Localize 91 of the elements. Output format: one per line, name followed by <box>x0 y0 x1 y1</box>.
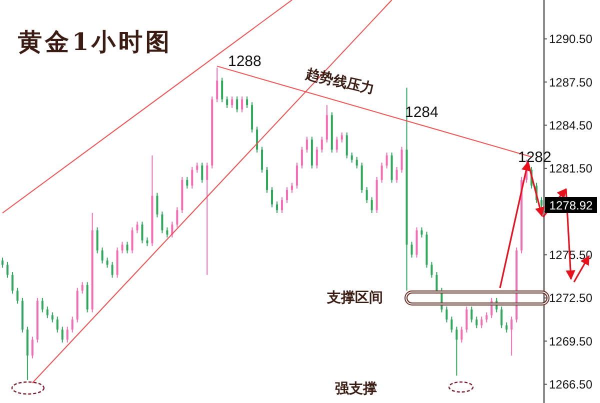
candlestick <box>11 272 14 294</box>
candlestick <box>136 221 138 234</box>
candlestick <box>106 257 108 268</box>
candlestick <box>96 226 98 254</box>
y-tick-label: 1266.50 <box>549 378 593 392</box>
candlestick <box>161 211 164 234</box>
candlestick <box>156 192 158 218</box>
y-tick-label: 1290.50 <box>549 32 593 46</box>
text: 1278.92 <box>549 198 594 212</box>
candlestick <box>370 196 373 214</box>
candlestick <box>246 96 248 108</box>
candlestick <box>176 206 178 228</box>
candlestick <box>430 261 433 278</box>
candlestick <box>51 312 54 323</box>
candlestick <box>446 306 448 323</box>
candlestick <box>456 326 458 376</box>
candlestick <box>61 326 64 344</box>
candlestick <box>101 247 104 264</box>
candlestick <box>350 152 353 164</box>
candlestick <box>111 261 114 278</box>
candlestick <box>226 96 228 108</box>
candlestick <box>81 282 84 294</box>
candlestick <box>396 166 398 184</box>
candlestick <box>126 241 128 254</box>
candlestick <box>466 306 468 333</box>
candlestick <box>6 261 8 278</box>
candlestick <box>131 226 134 254</box>
candlestick <box>280 196 283 214</box>
candlestick <box>286 186 288 204</box>
candlestick <box>276 201 278 214</box>
candlestick <box>290 182 293 194</box>
y-tick-label: 1281.50 <box>549 162 593 176</box>
y-tick-label: 1269.50 <box>549 334 593 348</box>
candlestick <box>121 241 124 254</box>
annotation: 趋势线压力 <box>303 66 376 98</box>
candlestick <box>191 166 194 190</box>
candlestick <box>346 132 348 159</box>
candlestick <box>336 136 338 154</box>
candlestick <box>241 96 244 113</box>
text: 黄金1小时图 <box>18 26 173 58</box>
candlestick <box>66 326 68 344</box>
candlestick <box>31 336 34 359</box>
candlestick <box>500 306 503 329</box>
annotation: 强支撑 <box>335 381 377 397</box>
candlestick <box>340 132 343 143</box>
candlestick <box>221 77 224 103</box>
y-tick-label: 1284.50 <box>549 118 593 132</box>
candlestick <box>470 306 473 323</box>
candlestick <box>46 306 48 319</box>
candlestick <box>266 166 268 194</box>
candlestick <box>141 221 144 244</box>
candlestick <box>356 156 358 169</box>
candlestick <box>410 241 413 258</box>
candlestick <box>380 162 383 184</box>
candlestick <box>236 96 238 113</box>
candlestick <box>56 316 58 333</box>
y-tick-label: 1272.50 <box>549 291 593 306</box>
candlestick <box>316 146 318 169</box>
candlestick <box>16 287 18 304</box>
annotation: 支撑区间 <box>326 290 383 306</box>
candlestick <box>201 162 204 184</box>
y-tick-label: 1287.50 <box>549 75 593 90</box>
candlestick <box>271 186 273 208</box>
candlestick <box>231 96 234 108</box>
candlestick <box>206 162 208 276</box>
annotation: 1288 <box>228 53 262 70</box>
candlestick <box>166 226 168 238</box>
candlestick <box>386 152 388 169</box>
candlestick <box>460 326 463 344</box>
candlestick <box>71 316 74 333</box>
candlestick <box>450 316 453 333</box>
candlestick <box>320 136 323 154</box>
candlestick <box>510 316 513 356</box>
candlestick <box>261 146 264 174</box>
candlestick <box>506 322 508 333</box>
candlestick <box>186 176 188 190</box>
candlestick <box>1 257 4 268</box>
annotation: 1282 <box>518 149 552 166</box>
candlestick <box>256 126 258 154</box>
candlestick <box>296 162 298 190</box>
candlestick <box>300 146 303 169</box>
candlestick <box>306 136 308 154</box>
candlestick <box>486 312 488 323</box>
candlestick <box>476 316 478 329</box>
candlestick <box>196 162 198 174</box>
candlestick <box>400 146 403 174</box>
candlestick <box>216 67 218 103</box>
candlestick <box>420 226 423 238</box>
candlestick <box>41 297 44 313</box>
candlestick <box>480 316 483 329</box>
candlestick <box>366 186 368 204</box>
